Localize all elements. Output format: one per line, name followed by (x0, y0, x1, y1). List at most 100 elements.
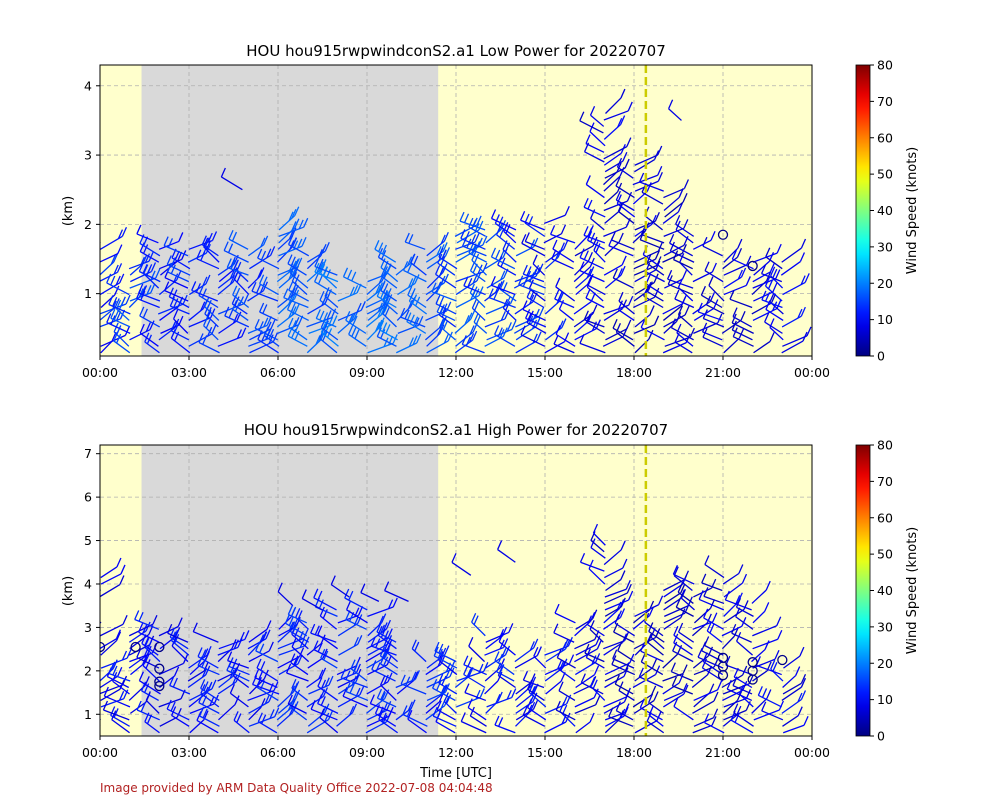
low-power-background (100, 65, 812, 356)
wind-barb-shaft (632, 674, 656, 689)
wind-barb (692, 691, 719, 714)
wind-barb-flag (202, 335, 208, 345)
wind-barb-flag (383, 656, 389, 667)
wind-barb-flag (291, 221, 297, 231)
wind-barb-shaft (584, 151, 605, 163)
wind-barb (782, 674, 807, 695)
wind-barb-flag (328, 675, 334, 686)
wind-barb-flag (558, 299, 565, 310)
wind-barb (436, 700, 456, 721)
wind-barb-shaft (611, 239, 635, 250)
wind-barb-shaft (316, 317, 337, 328)
wind-barb-flag (482, 235, 488, 246)
wind-barb-flag (115, 631, 122, 641)
wind-barb-flag (734, 713, 740, 723)
wind-barb-flag (114, 298, 120, 308)
wind-barb (761, 701, 784, 721)
wind-barb (108, 295, 131, 315)
wind-barb-flag (145, 691, 151, 701)
wind-barb (460, 229, 486, 250)
wind-barb-flag (82, 602, 86, 611)
wind-barb-flag (615, 701, 621, 711)
wind-barb-shaft (605, 579, 622, 592)
wind-barb-flag (380, 258, 386, 268)
wind-barb-shaft (675, 606, 694, 617)
x-tick-label: 15:00 (527, 365, 563, 380)
wind-barb (336, 703, 358, 727)
wind-barb-shaft (197, 665, 220, 676)
wind-barb (663, 589, 686, 611)
wind-barb-flag (588, 559, 594, 570)
wind-barb-shaft (603, 200, 628, 212)
wind-barb (251, 675, 280, 695)
wind-barb (674, 289, 695, 309)
wind-barb-flag (289, 685, 296, 696)
wind-barb-flag (350, 312, 356, 322)
wind-barb-shaft (550, 233, 576, 244)
wind-barb-shaft (370, 702, 396, 714)
wind-barb-flag (163, 236, 169, 246)
wind-barb-flag (595, 635, 601, 646)
wind-barb-flag (589, 266, 595, 276)
wind-barb (604, 558, 628, 579)
wind-barb (434, 641, 457, 663)
wind-barb (232, 285, 250, 309)
wind-barb-flag (378, 615, 384, 626)
wind-barb-flag (257, 269, 263, 279)
wind-barb (188, 231, 218, 250)
wind-barb-flag (675, 215, 681, 225)
wind-barb-flag (566, 694, 572, 705)
wind-barb-flag (172, 289, 178, 299)
wind-barb-flag (203, 681, 209, 691)
wind-barb-flag (145, 659, 151, 669)
wind-barb-shaft (692, 655, 709, 669)
wind-barb-shaft (722, 256, 738, 270)
wind-barb (612, 268, 634, 289)
wind-barb-flag (340, 668, 346, 679)
wind-barb-shaft (692, 621, 714, 630)
wind-barb-flag (110, 315, 116, 325)
wind-barb-flag (226, 651, 233, 661)
wind-barb-flag (202, 708, 208, 719)
wind-barb-shaft (163, 244, 189, 257)
wind-barb-shaft (603, 110, 629, 121)
wind-barb-shaft (485, 631, 510, 643)
wind-barb-shaft (612, 658, 635, 669)
wind-barb (634, 145, 663, 166)
wind-barb-shaft (781, 247, 802, 263)
wind-barb-flag (78, 323, 82, 332)
wind-barb-flag (436, 708, 442, 719)
wind-barb-flag (176, 270, 182, 281)
wind-barb-shaft (574, 638, 596, 650)
wind-barb (382, 304, 397, 328)
wind-barb-flag (432, 678, 438, 689)
wind-barb (617, 300, 635, 321)
wind-barb-shaft (173, 318, 189, 334)
wind-barb (782, 326, 812, 347)
wind-barb (306, 242, 330, 263)
wind-barb-flag (174, 331, 180, 342)
wind-barb-flag (357, 635, 363, 645)
wind-barb (693, 599, 716, 624)
wind-barb-shaft (764, 321, 783, 334)
wind-barb-flag (590, 209, 596, 219)
wind-barb-flag (84, 249, 88, 258)
wind-barb-flag (293, 259, 299, 269)
wind-barb-flag (583, 142, 590, 153)
wind-barb (277, 647, 305, 669)
wind-barb-flag (667, 99, 674, 109)
wind-barb-shaft (100, 638, 117, 650)
wind-barb-flag (315, 335, 321, 345)
wind-barb-shaft (731, 322, 754, 334)
wind-barb-flag (440, 275, 446, 286)
wind-barb-shaft (633, 699, 655, 714)
wind-barb-flag (266, 328, 272, 338)
wind-barb-shaft (753, 709, 780, 721)
wind-barb-flag (683, 570, 690, 581)
wind-barb-shaft (662, 211, 679, 224)
wind-barb-flag (115, 629, 121, 640)
wind-barb-flag (443, 333, 449, 344)
wind-barb-flag (469, 325, 475, 335)
wind-barb-flag (199, 706, 205, 717)
wind-barb-flag (738, 328, 745, 339)
